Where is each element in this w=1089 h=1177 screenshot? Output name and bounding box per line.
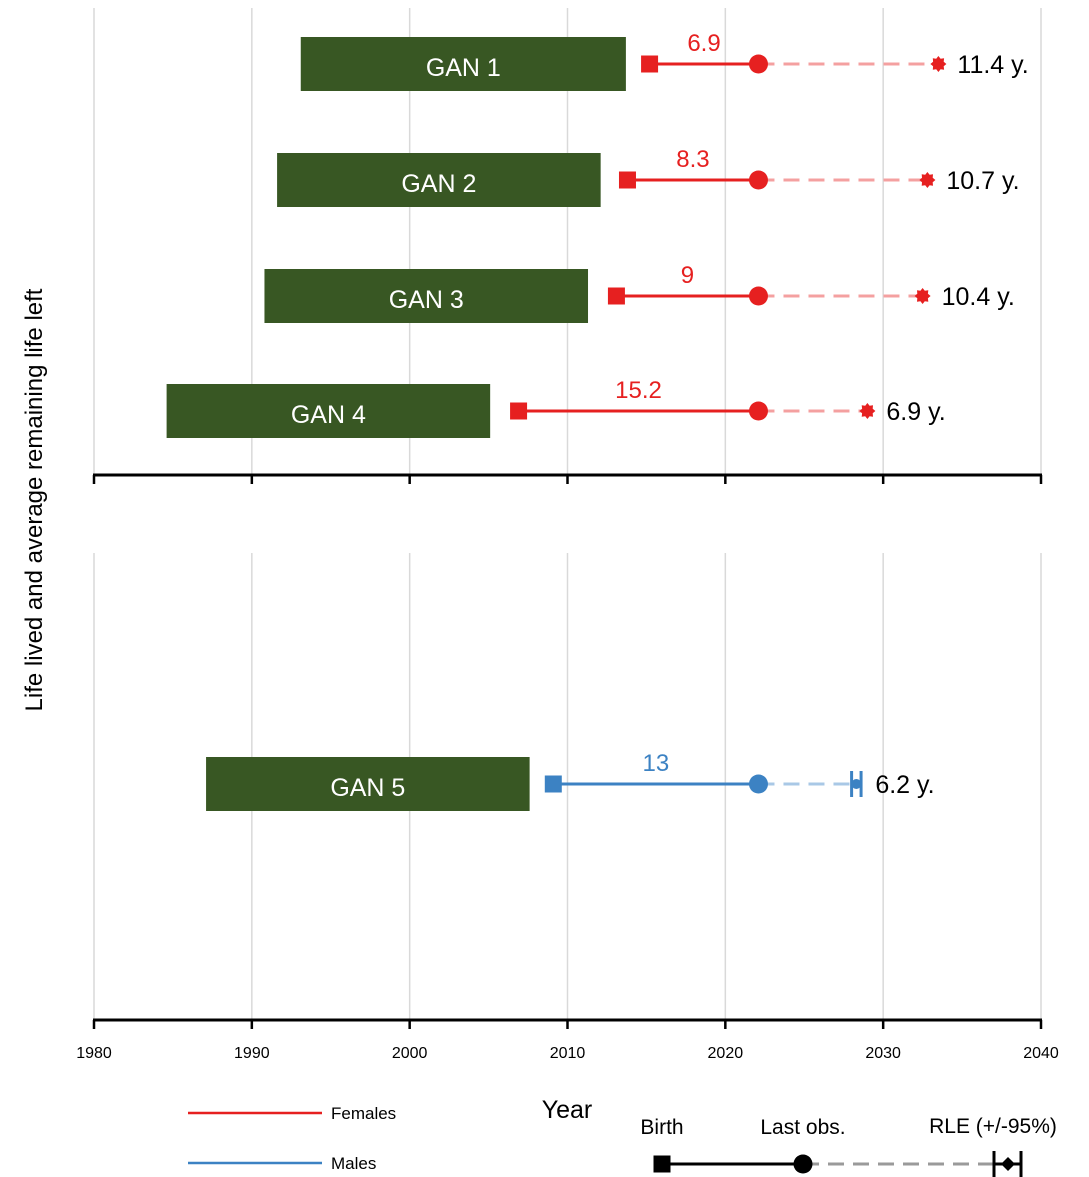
rle-value-label: 6.2 y. <box>875 771 934 799</box>
legend-last-obs-marker <box>793 1154 813 1174</box>
individual-label: GAN 4 <box>291 401 366 429</box>
individual-bar <box>264 269 589 323</box>
years-lived-label: 6.9 <box>687 30 720 57</box>
individual-bar <box>206 757 530 811</box>
last-obs-marker <box>748 170 768 190</box>
legend-label-females: Females <box>331 1104 396 1123</box>
individual-label: GAN 1 <box>426 54 501 82</box>
rle-value-label: 11.4 y. <box>957 51 1028 79</box>
x-tick-label-2000: 2000 <box>392 1045 428 1062</box>
legend-birth-marker <box>653 1155 671 1173</box>
x-tick-label-2010: 2010 <box>550 1045 586 1062</box>
legend-rle-label: RLE (+/-95%) <box>929 1115 1057 1138</box>
x-tick-label-1980: 1980 <box>76 1045 112 1062</box>
years-lived-label: 15.2 <box>615 377 662 404</box>
last-obs-marker <box>748 774 768 794</box>
rle-marker <box>859 403 876 419</box>
birth-marker <box>510 402 528 420</box>
last-obs-marker <box>748 286 768 306</box>
rle-marker <box>851 779 862 789</box>
legend-label-males: Males <box>331 1154 376 1173</box>
rle-marker <box>930 56 947 72</box>
birth-marker <box>641 55 659 73</box>
individual-bar <box>300 37 626 91</box>
x-tick-label-2030: 2030 <box>865 1045 901 1062</box>
rle-marker <box>914 288 931 304</box>
x-tick-label-2020: 2020 <box>708 1045 744 1062</box>
legend-birth-label: Birth <box>640 1116 683 1139</box>
years-lived-label: 9 <box>681 262 694 289</box>
individual-bar <box>277 153 601 207</box>
x-tick-label-1990: 1990 <box>234 1045 270 1062</box>
legend-last-obs-label: Last obs. <box>760 1116 845 1139</box>
rle-value-label: 6.9 y. <box>886 398 945 426</box>
birth-marker <box>607 287 625 305</box>
y-axis-label: Life lived and average remaining life le… <box>21 288 48 711</box>
x-axis-label: Year <box>542 1096 593 1124</box>
rle-value-label: 10.7 y. <box>946 167 1019 195</box>
individual-label: GAN 5 <box>330 774 405 802</box>
rle-value-label: 10.4 y. <box>942 283 1015 311</box>
birth-marker <box>544 775 562 793</box>
years-lived-label: 8.3 <box>676 146 709 173</box>
last-obs-marker <box>748 401 768 421</box>
individual-label: GAN 3 <box>389 286 464 314</box>
x-tick-label-2040: 2040 <box>1023 1045 1059 1062</box>
rle-marker <box>919 172 936 188</box>
legend-rle-marker <box>1001 1157 1015 1171</box>
individual-label: GAN 2 <box>401 170 476 198</box>
individual-bar <box>166 384 491 438</box>
birth-marker <box>618 171 636 189</box>
last-obs-marker <box>748 54 768 74</box>
years-lived-label: 13 <box>643 750 670 777</box>
